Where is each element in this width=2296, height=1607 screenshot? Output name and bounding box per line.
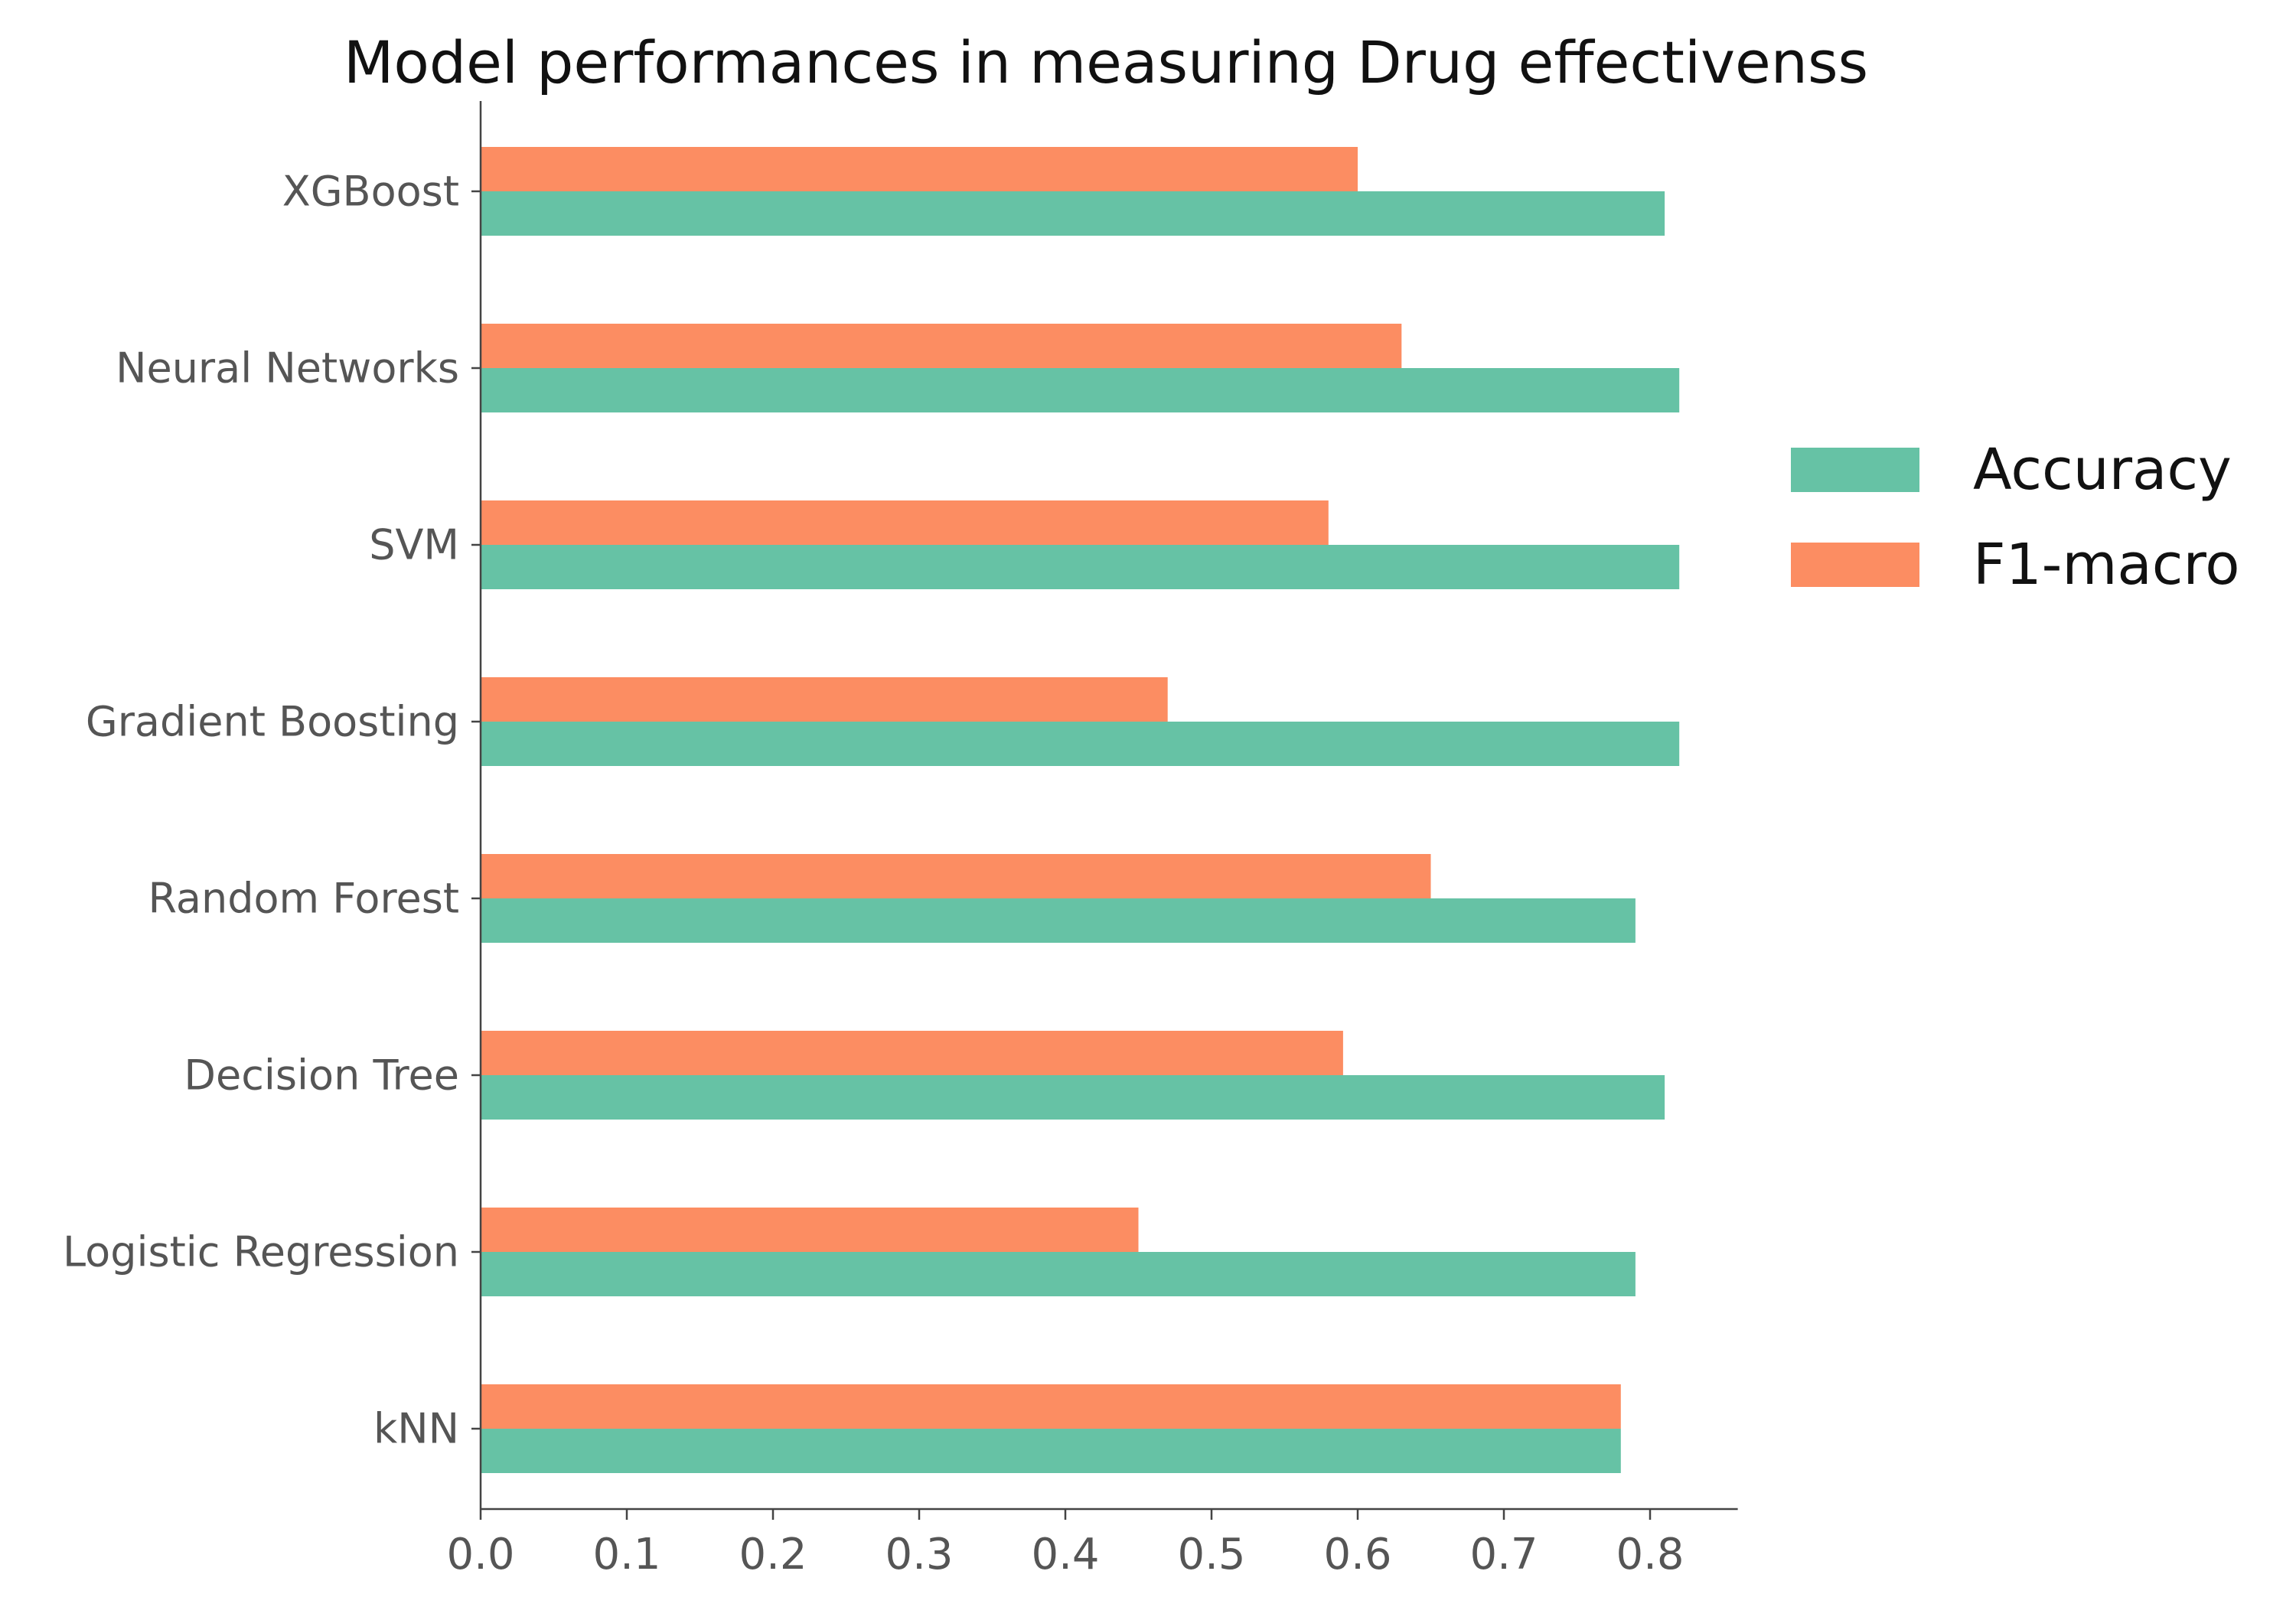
bar-f1-macro-1 [481,324,1402,368]
bar-accuracy-3 [481,722,1680,766]
x-tick-label: 0.0 [446,1530,514,1579]
bar-f1-macro-0 [481,147,1358,191]
bar-f1-macro-5 [481,1031,1343,1075]
category-label: XGBoost [282,168,459,216]
legend: Accuracy F1-macro [1791,437,2240,598]
bars-layer [481,147,1680,1473]
x-tick-label: 0.8 [1616,1530,1684,1579]
labels-layer: XGBoost Neural Networks SVM Gradient Boosti… [63,168,1684,1580]
x-tick-label: 0.1 [592,1530,660,1579]
x-tick-label: 0.6 [1323,1530,1391,1579]
legend-label-f1-macro: F1-macro [1973,532,2240,598]
bar-accuracy-1 [481,368,1680,412]
chart-title: Model performances in measuring Drug eff… [344,28,1868,96]
x-tick-label: 0.5 [1177,1530,1245,1579]
x-tick-label: 0.3 [885,1530,953,1579]
axes-layer [471,101,1738,1520]
bar-f1-macro-6 [481,1208,1139,1252]
legend-swatch-accuracy [1791,448,1919,492]
x-tick-label: 0.2 [739,1530,807,1579]
bar-accuracy-6 [481,1252,1636,1296]
bar-f1-macro-4 [481,854,1431,898]
bar-accuracy-2 [481,545,1680,589]
bar-accuracy-0 [481,191,1665,236]
legend-swatch-f1-macro [1791,543,1919,587]
legend-label-accuracy: Accuracy [1973,437,2232,503]
category-label: Logistic Regression [63,1228,459,1276]
bar-accuracy-5 [481,1075,1665,1120]
x-tick-label: 0.4 [1031,1530,1099,1579]
bar-f1-macro-2 [481,500,1329,545]
category-label: SVM [369,521,459,569]
category-label: kNN [373,1405,459,1453]
bar-accuracy-4 [481,898,1636,943]
bar-f1-macro-7 [481,1384,1621,1429]
category-label: Neural Networks [116,344,459,393]
category-label: Decision Tree [184,1051,459,1100]
category-label: Random Forest [148,875,459,923]
x-tick-label: 0.7 [1469,1530,1538,1579]
bar-f1-macro-3 [481,677,1168,722]
bar-accuracy-7 [481,1429,1621,1473]
category-label: Gradient Boosting [86,698,459,746]
